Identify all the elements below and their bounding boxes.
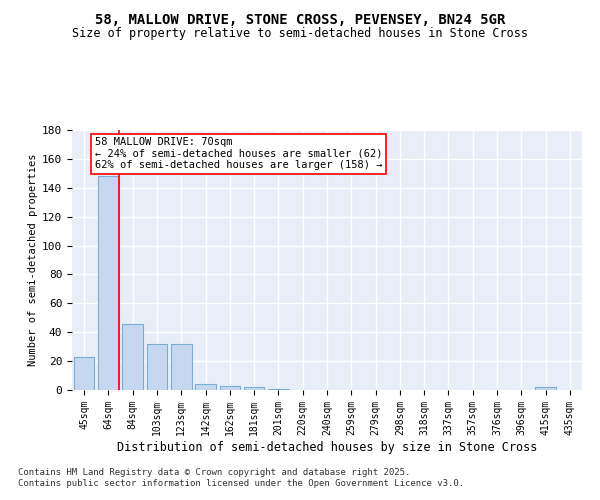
Text: Contains HM Land Registry data © Crown copyright and database right 2025.
Contai: Contains HM Land Registry data © Crown c… <box>18 468 464 487</box>
Bar <box>244 387 265 390</box>
Bar <box>535 387 556 390</box>
Bar <box>195 384 216 390</box>
Bar <box>220 386 240 390</box>
Bar <box>122 324 143 390</box>
Text: 58, MALLOW DRIVE, STONE CROSS, PEVENSEY, BN24 5GR: 58, MALLOW DRIVE, STONE CROSS, PEVENSEY,… <box>95 12 505 26</box>
X-axis label: Distribution of semi-detached houses by size in Stone Cross: Distribution of semi-detached houses by … <box>117 440 537 454</box>
Text: Size of property relative to semi-detached houses in Stone Cross: Size of property relative to semi-detach… <box>72 28 528 40</box>
Text: 58 MALLOW DRIVE: 70sqm
← 24% of semi-detached houses are smaller (62)
62% of sem: 58 MALLOW DRIVE: 70sqm ← 24% of semi-det… <box>95 137 383 170</box>
Bar <box>98 176 119 390</box>
Bar <box>74 357 94 390</box>
Y-axis label: Number of semi-detached properties: Number of semi-detached properties <box>28 154 38 366</box>
Bar <box>171 344 191 390</box>
Bar <box>268 388 289 390</box>
Bar <box>146 344 167 390</box>
